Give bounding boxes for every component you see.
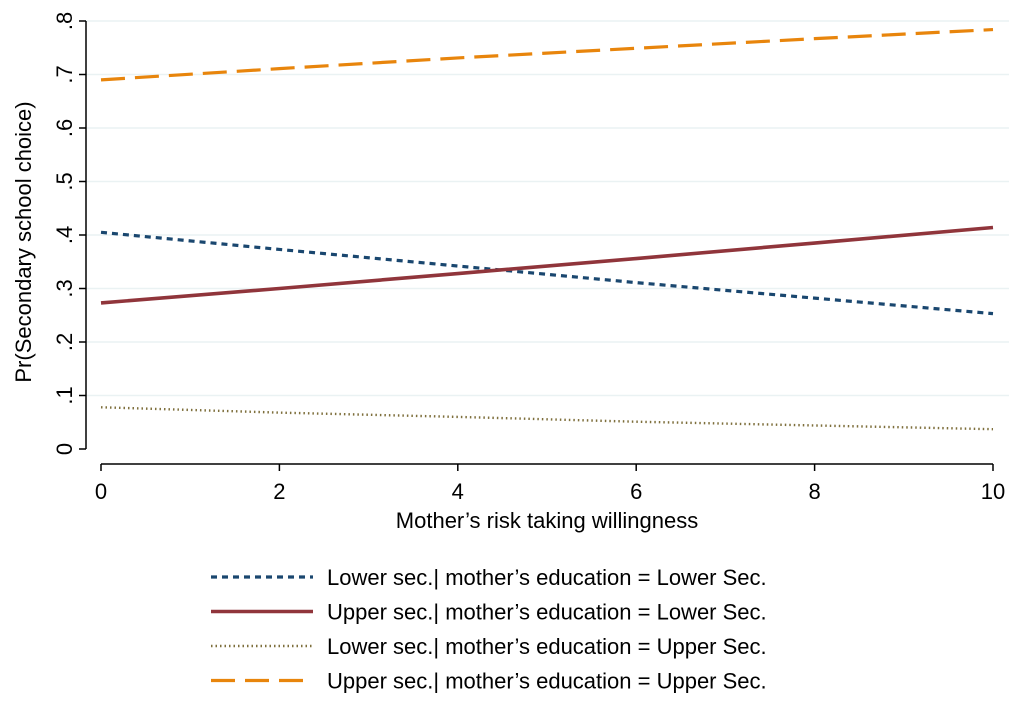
legend-label-1: Lower sec.| mother’s education = Lower S… xyxy=(327,565,767,590)
x-tick-label: 4 xyxy=(452,479,464,504)
axis-labels: 0 .1 .2 .3 .4 .5 .6 .7 .8 0 2 4 6 8 10 Mother’s risk ta… xyxy=(11,12,1005,533)
x-axis-title: Mother’s risk taking willingness xyxy=(396,508,698,533)
series-line-1 xyxy=(100,230,994,316)
series-line-2 xyxy=(100,225,994,305)
grid-lines xyxy=(85,20,1009,397)
x-tick-label: 2 xyxy=(273,479,285,504)
axes xyxy=(79,20,994,471)
x-tick-label: 10 xyxy=(981,479,1005,504)
y-tick-label: 0 xyxy=(52,443,77,455)
y-tick-label: .2 xyxy=(52,333,77,351)
y-tick-label: .7 xyxy=(52,65,77,83)
legend: Lower sec.| mother’s education = Lower S… xyxy=(211,565,767,694)
legend-label-4: Upper sec.| mother’s education = Upper S… xyxy=(327,669,767,694)
y-tick-label: .5 xyxy=(52,172,77,190)
x-tick-label: 0 xyxy=(95,479,107,504)
y-tick-label: .3 xyxy=(52,279,77,297)
y-tick-label: .4 xyxy=(52,226,77,244)
y-tick-label: .8 xyxy=(52,12,77,30)
series-lines xyxy=(100,27,994,431)
y-axis-title: Pr(Secondary school choice) xyxy=(11,101,36,382)
legend-label-2: Upper sec.| mother’s education = Lower S… xyxy=(327,600,767,625)
series-line-4 xyxy=(100,27,994,82)
y-tick-label: .1 xyxy=(52,386,77,404)
x-tick-label: 8 xyxy=(808,479,820,504)
x-tick-label: 6 xyxy=(630,479,642,504)
legend-label-3: Lower sec.| mother’s education = Upper S… xyxy=(327,634,767,659)
series-line-3 xyxy=(100,406,994,431)
y-tick-label: .6 xyxy=(52,119,77,137)
